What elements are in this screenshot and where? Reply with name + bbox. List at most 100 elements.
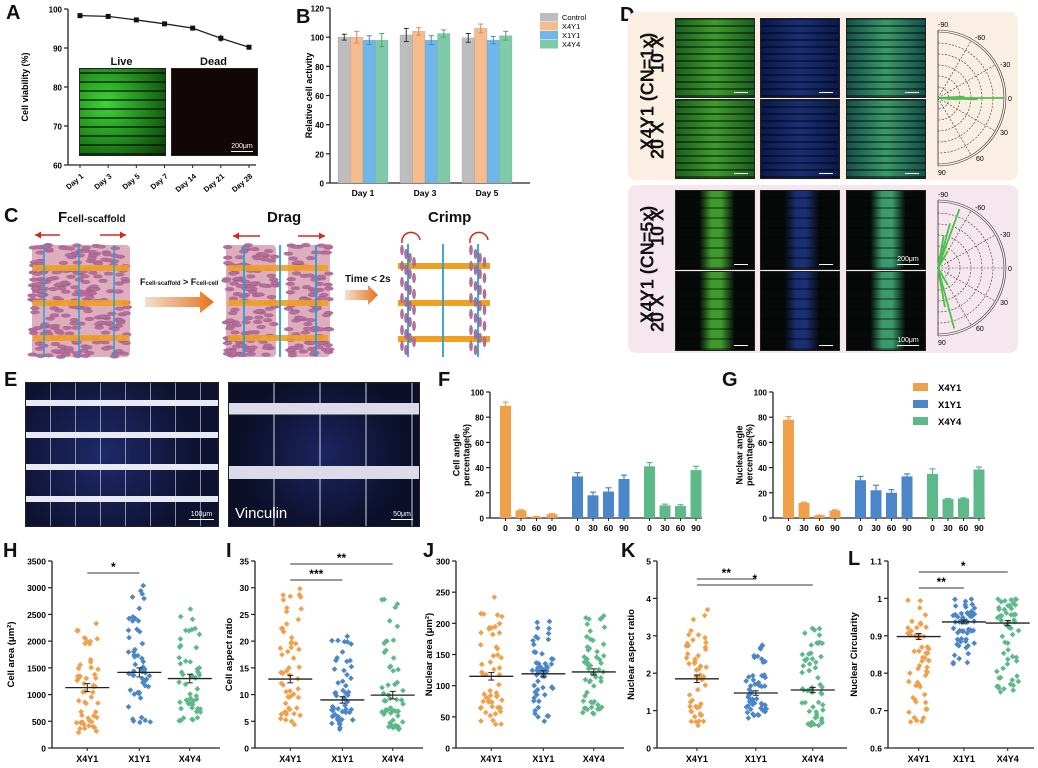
panel-label-i: I	[226, 540, 232, 562]
data-point	[1015, 678, 1022, 685]
cell	[61, 289, 71, 294]
cell	[323, 343, 333, 348]
data-point	[282, 700, 289, 707]
d-label-10x-b: 10 X	[647, 208, 668, 247]
cell	[254, 309, 264, 313]
arrowhead	[233, 232, 239, 240]
cell	[266, 273, 276, 278]
bar-x1y1	[603, 491, 614, 518]
crimped-cell	[400, 276, 404, 288]
data-point	[808, 642, 815, 648]
legend-swatch	[913, 383, 928, 391]
orientation-line	[937, 97, 958, 101]
cell	[230, 330, 240, 335]
crimped-cell	[478, 332, 482, 344]
crimped-cell	[404, 312, 408, 324]
legend-label: X1Y1	[938, 400, 962, 411]
data-point	[162, 21, 167, 27]
data-point	[95, 666, 101, 673]
cell	[83, 345, 93, 350]
crimped-cell	[412, 336, 416, 348]
y-label-line1: Cell angle	[451, 434, 461, 477]
legend-swatch	[540, 13, 558, 22]
crimped-cell	[482, 320, 487, 332]
cell	[225, 318, 235, 323]
cell	[243, 316, 254, 321]
y-tick-label: 0	[763, 515, 768, 524]
data-point	[691, 713, 698, 720]
data-point	[279, 651, 285, 658]
data-point	[297, 712, 303, 719]
polar-label: -60	[975, 205, 985, 212]
bar-x4y4	[499, 35, 513, 184]
cell	[228, 296, 239, 301]
cell	[321, 313, 332, 318]
x-tick-label: 90	[974, 523, 984, 533]
data-point	[541, 718, 548, 725]
scale-text: 200μm	[231, 143, 253, 150]
cell	[310, 277, 320, 282]
scale-bar	[819, 344, 833, 346]
data-point	[478, 661, 485, 668]
polar-outer	[937, 199, 1007, 337]
cell	[234, 255, 245, 260]
data-point	[1010, 687, 1017, 694]
scaffold-fiber-horizontal	[398, 300, 490, 306]
cell	[228, 311, 238, 315]
polar-ring	[937, 212, 994, 324]
data-point	[816, 625, 823, 632]
cell	[85, 351, 95, 356]
cell	[97, 314, 107, 319]
d-image-blue-row4	[760, 271, 840, 351]
data-point	[962, 598, 969, 605]
data-point	[806, 667, 813, 674]
data-point	[808, 719, 815, 725]
data-point	[88, 694, 95, 700]
data-point	[751, 654, 758, 661]
bar-x4y1	[412, 31, 426, 184]
y-tick-label: 100	[311, 34, 325, 43]
crimped-cell	[412, 256, 416, 268]
data-point	[598, 704, 605, 711]
data-point	[993, 668, 1000, 675]
y-tick-label: 3	[646, 631, 651, 641]
cell	[261, 352, 271, 357]
polar-label: 30	[1000, 300, 1008, 307]
cell	[35, 259, 45, 264]
scale-line	[819, 345, 833, 346]
cell	[237, 343, 248, 348]
data-point	[133, 17, 139, 23]
data-point	[390, 717, 396, 723]
data-point	[815, 674, 821, 681]
cell	[103, 271, 114, 276]
polar-label: 30	[1000, 130, 1008, 137]
x-tick-label: Day 7	[149, 172, 170, 192]
crimped-cell	[469, 340, 473, 352]
data-point	[536, 698, 542, 705]
y-tick-label: 80	[315, 63, 324, 72]
cell	[253, 320, 263, 324]
data-point	[906, 678, 912, 685]
x-tick-label: X4Y4	[583, 754, 605, 764]
y-tick-label: 0.6	[870, 744, 882, 754]
crimped-cell	[400, 324, 404, 336]
data-point	[810, 704, 816, 710]
data-point	[295, 686, 301, 692]
legend-label: Control	[562, 13, 587, 22]
f2-sub: cell-cell	[196, 281, 219, 287]
data-point	[392, 681, 398, 688]
cell	[96, 320, 106, 325]
data-point	[194, 714, 201, 721]
data-point	[1000, 650, 1007, 657]
polar-spoke	[937, 267, 996, 302]
cell	[52, 296, 62, 301]
bar-x4y1	[515, 510, 527, 518]
bar-x4y1	[798, 502, 810, 518]
data-point	[586, 616, 592, 622]
x-tick-label: 90	[902, 523, 912, 533]
data-point	[1001, 685, 1007, 692]
orientation-line	[937, 267, 949, 286]
data-point	[349, 717, 356, 723]
scaffold-fiber-horizontal	[398, 263, 490, 269]
x-tick-label: 60	[676, 523, 686, 533]
